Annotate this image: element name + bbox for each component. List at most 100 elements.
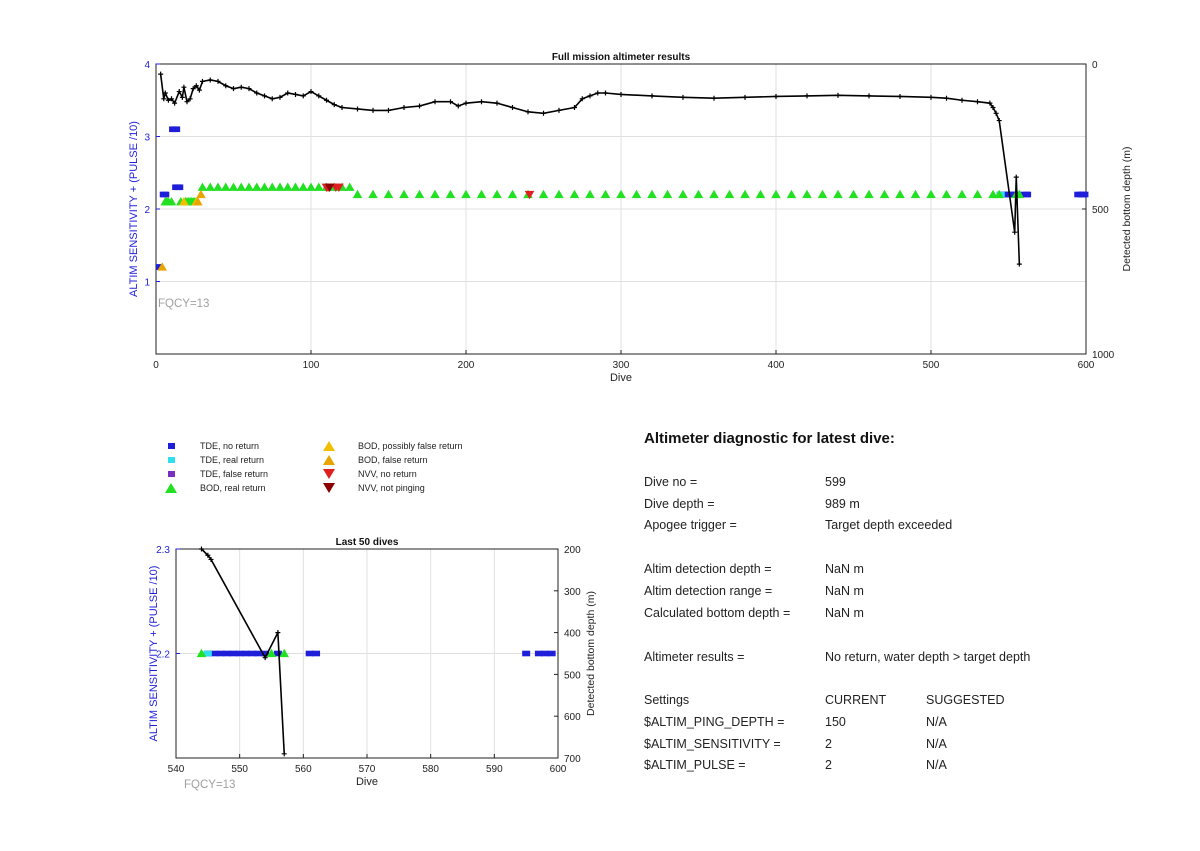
- bottom-depth-point: [680, 94, 686, 100]
- x-tick-label: 550: [231, 764, 248, 775]
- data-point: [994, 189, 1004, 199]
- data-point: [196, 648, 207, 658]
- data-point: [864, 189, 874, 199]
- x-axis-label: Dive: [610, 372, 632, 384]
- legend-marker: [168, 471, 175, 477]
- legend-marker: [323, 469, 335, 479]
- data-point: [817, 189, 828, 199]
- bottom-depth-point: [193, 83, 199, 89]
- bottom-depth-point: [161, 96, 167, 102]
- data-point: [267, 182, 278, 191]
- data-point: [988, 189, 998, 199]
- setting-label: $ALTIM_PING_DEPTH =: [644, 715, 785, 729]
- bottom-depth-point: [269, 96, 275, 102]
- bottom-depth-point: [339, 105, 345, 110]
- data-point: [383, 189, 394, 199]
- bottom-depth-point: [990, 105, 996, 110]
- settings-header-current: CURRENT: [825, 693, 887, 707]
- bottom-depth-point: [1016, 261, 1022, 267]
- data-point: [569, 189, 580, 199]
- bottom-depth-point: [238, 84, 244, 90]
- legend-label: NVV, no return: [358, 469, 417, 479]
- y2-tick-label: 500: [564, 670, 581, 681]
- bottom-depth-point: [510, 105, 515, 110]
- bottom-depth-point: [184, 99, 190, 105]
- chart-title: Last 50 dives: [336, 537, 399, 548]
- legend-marker-icon: [323, 483, 335, 493]
- data-point: [290, 182, 301, 191]
- data-point: [236, 182, 247, 191]
- diag-label: Apogee trigger =: [644, 518, 737, 532]
- y2-axis-label: Detected bottom depth (m): [1121, 147, 1133, 272]
- x-tick-label: 590: [486, 764, 503, 775]
- data-point: [175, 184, 184, 191]
- bottom-depth-point: [300, 93, 306, 99]
- bottom-depth-point: [223, 83, 229, 89]
- data-point: [600, 189, 611, 199]
- bottom-depth-point: [525, 109, 531, 115]
- data-point: [724, 189, 735, 199]
- bottom-depth-point: [254, 90, 260, 96]
- legend-marker-icon: [168, 443, 175, 449]
- bottom-depth-point: [541, 110, 546, 116]
- bottom-depth-point: [463, 100, 469, 106]
- y-tick-label: 4: [144, 60, 150, 71]
- bottom-depth-point: [165, 97, 171, 103]
- data-point: [678, 189, 688, 199]
- data-point: [848, 189, 859, 199]
- data-point: [273, 650, 282, 657]
- bottom-depth-point: [324, 97, 329, 103]
- y-axis-label: ALTIM SENSITIVITY + (PULSE /10): [148, 566, 160, 742]
- y-tick-label: 1: [144, 278, 150, 289]
- bottom-depth-point: [181, 84, 187, 90]
- data-point: [222, 650, 231, 657]
- bottom-depth-point: [196, 87, 202, 93]
- bottom-depth-point: [804, 93, 810, 99]
- bottom-depth-point: [215, 78, 221, 84]
- bottom-depth-point: [572, 105, 577, 110]
- legend-label: TDE, real return: [200, 455, 265, 465]
- data-point: [616, 189, 626, 199]
- data-point: [334, 183, 344, 193]
- chart-title: Full mission altimeter results: [552, 52, 691, 63]
- diag-value: NaN m: [825, 562, 864, 576]
- legend-marker: [323, 483, 335, 493]
- data-point: [802, 189, 812, 199]
- x-tick-label: 200: [458, 360, 475, 371]
- data-point: [522, 650, 531, 657]
- data-point: [197, 182, 208, 191]
- bottom-depth-point: [386, 107, 391, 113]
- diagnostic-panel: Altimeter diagnostic for latest dive: Di…: [644, 428, 1164, 788]
- diag-value: No return, water depth > target depth: [825, 650, 1031, 664]
- diag-value: NaN m: [825, 606, 864, 620]
- data-point: [228, 182, 239, 191]
- setting-suggested: N/A: [926, 737, 947, 751]
- data-point: [172, 126, 181, 133]
- bottom-depth-point: [262, 93, 267, 99]
- y-tick-label: 2.2: [156, 650, 170, 661]
- data-point: [298, 182, 309, 191]
- data-point: [399, 189, 409, 199]
- data-point: [895, 189, 905, 199]
- bottom-depth-point: [1013, 174, 1019, 180]
- full-mission-chart: 0 100 200 300 400 500 600 1 2 3 4 0 500 1000 Full miss…: [128, 52, 1133, 384]
- legend-label: BOD, false return: [358, 455, 428, 465]
- data-point: [554, 189, 564, 199]
- data-point: [941, 189, 952, 199]
- legend-marker-icon: [168, 471, 175, 477]
- bottom-depth-point: [448, 99, 453, 105]
- data-point: [647, 189, 657, 199]
- bottom-depth-point: [618, 91, 624, 97]
- data-point: [786, 189, 797, 199]
- data-point: [430, 189, 440, 199]
- diag-value: 989 m: [825, 497, 860, 511]
- setting-current: 2: [825, 737, 832, 751]
- data-point: [242, 650, 251, 657]
- bottom-depth-point: [370, 107, 376, 113]
- data-point: [972, 189, 983, 199]
- data-point: [1023, 191, 1032, 198]
- data-point: [235, 650, 244, 657]
- x-tick-label: 0: [153, 360, 159, 371]
- legend-label: NVV, not pinging: [358, 483, 425, 493]
